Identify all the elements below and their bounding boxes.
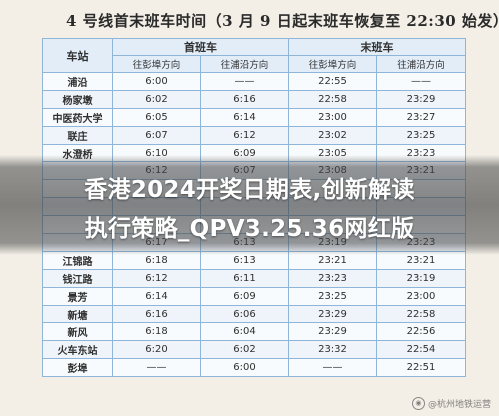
- time-cell: 23:29: [288, 322, 377, 342]
- time-cell: 23:27: [376, 107, 466, 127]
- time-cell: 23:25: [376, 125, 466, 145]
- time-cell: 6:14: [112, 286, 201, 306]
- table-row: 新塘 6:16 6:06 23:29 22:58: [42, 304, 466, 324]
- time-cell: 22:51: [376, 358, 466, 378]
- station-cell: 杨家墩: [42, 89, 113, 109]
- time-cell: 23:00: [288, 107, 377, 127]
- first-train-header: 首班车: [112, 38, 289, 56]
- station-cell: 浦沿: [42, 72, 113, 91]
- time-cell: 23:29: [376, 89, 466, 109]
- watermark: ◉ @杭州地铁运营: [411, 397, 491, 410]
- station-cell: 火车东站: [42, 340, 113, 360]
- time-cell: 22:58: [376, 304, 466, 324]
- table-row: 杨家墩 6:02 6:16 22:58 23:29: [42, 89, 466, 109]
- time-cell: 22:55: [288, 72, 377, 91]
- table-row: 彭埠 —— 6:00 —— 22:51: [42, 358, 466, 378]
- table-row: 火车东站 6:20 6:02 23:32 22:54: [42, 340, 466, 360]
- station-cell: 新风: [42, 322, 113, 342]
- banner-text-line-1: 香港2024开奖日期表,创新解读: [84, 177, 415, 203]
- time-cell: 22:56: [376, 322, 466, 342]
- time-cell: 6:12: [200, 125, 289, 145]
- time-cell: 6:02: [200, 340, 289, 360]
- time-cell: 23:29: [288, 304, 377, 324]
- weibo-icon: ◉: [411, 397, 425, 410]
- time-cell: 23:02: [288, 125, 377, 145]
- time-cell: ——: [376, 72, 466, 91]
- time-cell: 6:00: [112, 72, 201, 91]
- table-row: 中医药大学 6:05 6:14 23:00 23:27: [42, 107, 466, 127]
- station-cell: 彭埠: [42, 358, 113, 378]
- time-cell: 6:18: [112, 322, 201, 342]
- time-cell: 23:25: [288, 286, 377, 306]
- time-cell: ——: [288, 358, 377, 378]
- time-cell: 6:04: [200, 322, 289, 342]
- time-cell: 23:21: [288, 250, 377, 270]
- table-row: 景芳 6:14 6:09 23:25 23:00: [42, 286, 466, 306]
- table-row: 钱江路 6:12 6:11 23:23 23:19: [42, 268, 466, 288]
- table-row: 新风 6:18 6:04 23:29 22:56: [42, 322, 466, 342]
- station-cell: 新塘: [42, 304, 113, 324]
- time-cell: 6:06: [200, 304, 289, 324]
- station-cell: 联庄: [42, 125, 113, 145]
- table-row: 江锦路 6:18 6:13 23:21 23:21: [42, 250, 466, 270]
- time-cell: 23:32: [288, 340, 377, 360]
- station-cell: 中医药大学: [42, 107, 113, 127]
- time-cell: ——: [112, 358, 201, 378]
- time-cell: 23:21: [376, 250, 466, 270]
- time-cell: 23:19: [376, 268, 466, 288]
- direction-header: 往彭埠方向: [112, 55, 201, 73]
- time-cell: 6:11: [200, 268, 289, 288]
- time-cell: 6:05: [112, 107, 201, 127]
- time-cell: 6:16: [112, 304, 201, 324]
- time-cell: 22:58: [288, 89, 377, 109]
- time-cell: 23:23: [288, 268, 377, 288]
- time-cell: 6:02: [112, 89, 201, 109]
- direction-header: 往浦沿方向: [200, 55, 289, 73]
- station-header: 车站: [42, 38, 113, 73]
- overlay-banner: [0, 155, 499, 255]
- direction-header: 往浦沿方向: [376, 55, 466, 73]
- last-train-header: 末班车: [288, 38, 466, 56]
- time-cell: 6:12: [112, 268, 201, 288]
- station-cell: 钱江路: [42, 268, 113, 288]
- table-row: 浦沿 6:00 —— 22:55 ——: [42, 72, 466, 91]
- time-cell: 6:18: [112, 250, 201, 270]
- page-title: 4 号线首末班车时间（3 月 9 日起末班车恢复至 22:30 始发）: [66, 12, 499, 30]
- time-cell: 6:20: [112, 340, 201, 360]
- time-cell: 23:00: [376, 286, 466, 306]
- time-cell: ——: [200, 72, 289, 91]
- banner-text-line-2: 执行策略_QPV3.25.36网红版: [84, 216, 415, 242]
- time-cell: 6:09: [200, 286, 289, 306]
- time-cell: 6:14: [200, 107, 289, 127]
- time-cell: 6:00: [200, 358, 289, 378]
- time-cell: 6:16: [200, 89, 289, 109]
- time-cell: 22:54: [376, 340, 466, 360]
- watermark-text: @杭州地铁运营: [427, 400, 491, 410]
- table-row: 联庄 6:07 6:12 23:02 23:25: [42, 125, 466, 145]
- time-cell: 6:07: [112, 125, 201, 145]
- station-cell: 景芳: [42, 286, 113, 306]
- direction-header: 往彭埠方向: [288, 55, 377, 73]
